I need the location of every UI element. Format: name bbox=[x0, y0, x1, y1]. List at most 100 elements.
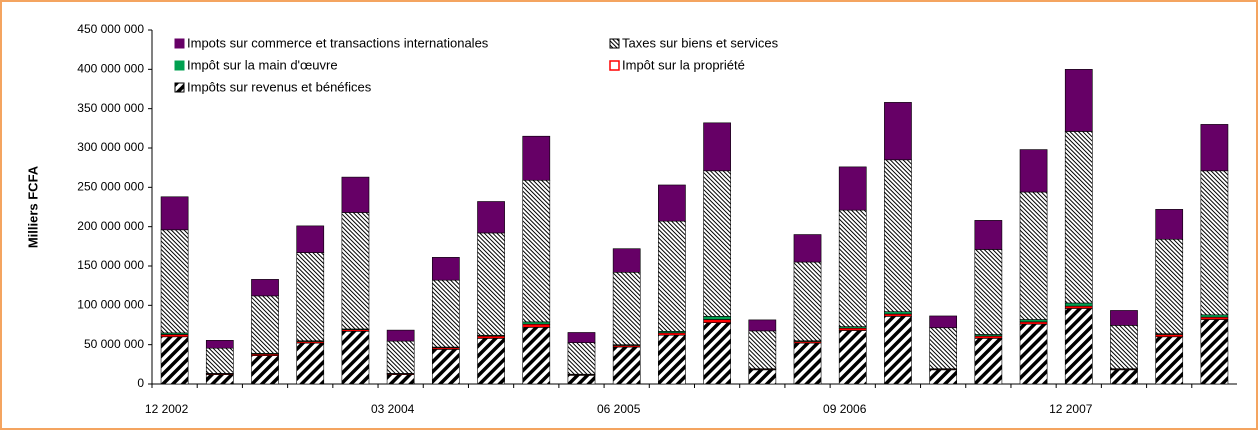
bar-segment bbox=[522, 323, 551, 328]
bar-segment bbox=[658, 184, 686, 222]
bar-segment bbox=[884, 313, 912, 317]
bar-segment bbox=[1200, 314, 1229, 318]
bar-segment bbox=[974, 220, 1003, 250]
bar-segment bbox=[431, 279, 460, 348]
bar-segment bbox=[838, 330, 867, 385]
bar-segment bbox=[1200, 124, 1229, 172]
bar-segment bbox=[974, 335, 1003, 339]
x-tick-label: 09 2006 bbox=[823, 402, 867, 416]
bar-segment bbox=[1110, 310, 1138, 326]
bar-segment bbox=[612, 248, 641, 273]
bar-segment bbox=[884, 102, 912, 161]
legend-swatch bbox=[609, 60, 620, 71]
bar-segment bbox=[477, 335, 505, 339]
bar-segment bbox=[793, 342, 822, 385]
bar-segment bbox=[251, 279, 279, 297]
y-tick-label: 0 bbox=[137, 376, 144, 390]
bar-segment bbox=[1110, 369, 1138, 385]
bar-segment bbox=[522, 321, 551, 325]
legend-label: Impots sur commerce et transactions inte… bbox=[187, 35, 489, 50]
bar-segment bbox=[658, 334, 686, 385]
legend-swatch bbox=[174, 38, 185, 49]
bar-segment bbox=[929, 369, 958, 385]
bar-segment bbox=[748, 330, 777, 369]
legend-swatch bbox=[174, 60, 185, 71]
bar-segment bbox=[251, 355, 279, 385]
y-tick-label: 350 000 000 bbox=[77, 101, 144, 115]
bar-segment bbox=[1200, 170, 1229, 316]
y-tick-label: 50 000 000 bbox=[84, 337, 144, 351]
legend-label: Taxes sur biens et services bbox=[622, 35, 779, 50]
bar-segment bbox=[703, 319, 731, 323]
bar-segment bbox=[477, 232, 505, 336]
bar-segment bbox=[1155, 209, 1184, 240]
bar-segment bbox=[793, 261, 822, 342]
bar-segment bbox=[160, 336, 189, 385]
y-axis-label: Milliers FCFA bbox=[25, 165, 40, 248]
bar-segment bbox=[1019, 319, 1048, 323]
bar-segment bbox=[251, 295, 279, 354]
bar-segment bbox=[341, 330, 370, 385]
bar-segment bbox=[205, 374, 234, 385]
y-tick-label: 450 000 000 bbox=[77, 22, 144, 36]
bar-segment bbox=[703, 316, 731, 320]
y-tick-label: 400 000 000 bbox=[77, 62, 144, 76]
bar-segment bbox=[974, 249, 1003, 335]
legend-label: Impôt sur la main d'œuvre bbox=[187, 57, 338, 72]
bar-segment bbox=[567, 332, 596, 343]
bar-segment bbox=[884, 316, 912, 385]
bar-segment bbox=[884, 311, 912, 315]
bar-segment bbox=[703, 170, 731, 317]
bar-segment bbox=[748, 369, 777, 385]
bar-segment bbox=[1019, 149, 1048, 193]
bar-segment bbox=[431, 257, 460, 281]
bar-segment bbox=[793, 234, 822, 263]
bar-segment bbox=[1064, 131, 1093, 304]
bar-segment bbox=[974, 338, 1003, 385]
bar-segment bbox=[1019, 323, 1048, 385]
bar-segment bbox=[838, 327, 867, 331]
bar-segment bbox=[658, 332, 686, 336]
bar-segment bbox=[1110, 325, 1138, 369]
bar-segment bbox=[522, 179, 551, 323]
bar-segment bbox=[477, 201, 505, 234]
bar-segment bbox=[1155, 334, 1184, 338]
bar-segment bbox=[838, 166, 867, 211]
bar-segment bbox=[431, 349, 460, 385]
bar-segment bbox=[567, 375, 596, 385]
bar-segment bbox=[612, 271, 641, 345]
bar-segment bbox=[160, 196, 189, 231]
y-tick-label: 200 000 000 bbox=[77, 219, 144, 233]
bar-segment bbox=[1019, 191, 1048, 320]
y-tick-label: 100 000 000 bbox=[77, 298, 144, 312]
x-tick-label: 12 2002 bbox=[145, 402, 189, 416]
bar-segment bbox=[341, 212, 370, 330]
bar-segment bbox=[884, 159, 912, 312]
bar-segment bbox=[1155, 336, 1184, 385]
bar-segment bbox=[296, 252, 325, 342]
bar-segment bbox=[1064, 305, 1093, 309]
bar-segment bbox=[1019, 321, 1048, 325]
bar-segment bbox=[386, 329, 415, 342]
bar-segment bbox=[296, 342, 325, 385]
bar-segment bbox=[205, 340, 234, 349]
bar-segment bbox=[703, 322, 731, 385]
bar-segment bbox=[522, 135, 551, 181]
x-tick-label: 12 2007 bbox=[1049, 402, 1093, 416]
bar-segment bbox=[386, 374, 415, 385]
bar-segment bbox=[1064, 302, 1093, 307]
legend-label: Impôt sur la propriété bbox=[622, 57, 745, 72]
legend-label: Impôts sur revenus et bénéfices bbox=[187, 79, 372, 94]
bar-segment bbox=[1200, 316, 1229, 320]
bar-segment bbox=[1064, 69, 1093, 132]
bar-segment bbox=[703, 122, 731, 172]
bar-segment bbox=[160, 229, 189, 334]
bar-segment bbox=[205, 347, 234, 374]
x-tick-label: 03 2004 bbox=[371, 402, 415, 416]
bar-segment bbox=[567, 342, 596, 375]
bar-segment bbox=[296, 225, 325, 253]
bar-segment bbox=[386, 340, 415, 374]
legend-swatch bbox=[174, 82, 185, 93]
bar-segment bbox=[929, 327, 958, 369]
